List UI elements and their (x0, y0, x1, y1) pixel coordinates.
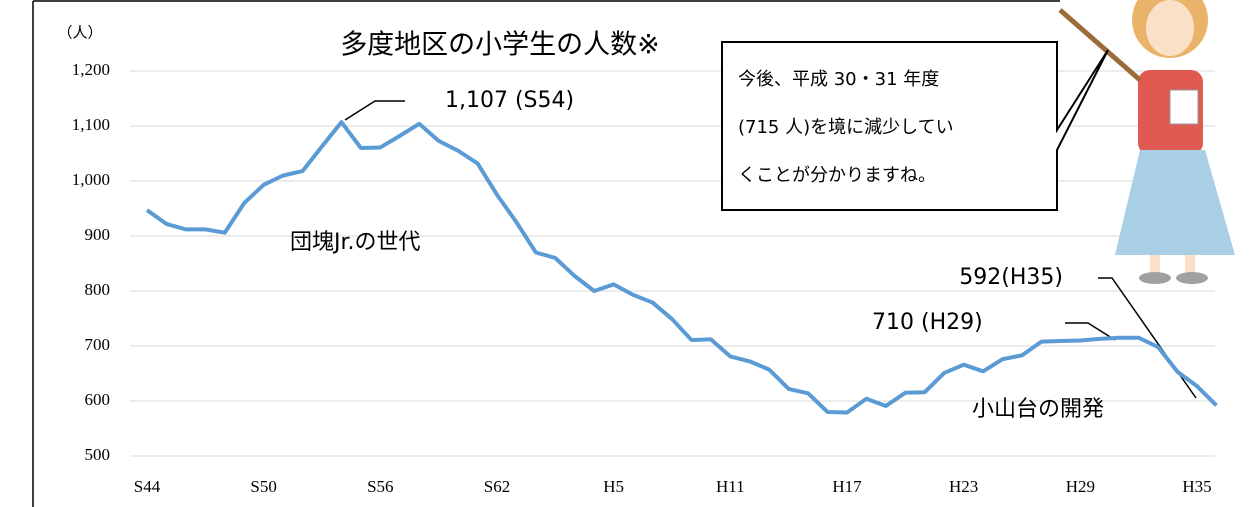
y-tick-label: 800 (85, 280, 111, 299)
y-tick-label: 1,000 (72, 170, 110, 189)
annotation: 592(H35) (959, 265, 1063, 290)
bubble-text: くことが分かりますね。 (738, 165, 936, 186)
x-tick-label: H5 (603, 477, 624, 496)
x-tick-label: S44 (134, 477, 161, 496)
x-tick-label: S62 (484, 477, 510, 496)
y-tick-label: 1,200 (72, 60, 110, 79)
annotation: 1,107 (S54) (445, 88, 574, 113)
chart-title: 多度地区の小学生の人数※ (340, 30, 660, 61)
x-tick-label: S50 (250, 477, 276, 496)
annotation: 小山台の開発 (972, 397, 1104, 422)
y-tick-label: 700 (85, 335, 111, 354)
teacher-illustration (1060, 0, 1235, 284)
bubble-text: 今後、平成 30・31 年度 (738, 69, 939, 90)
x-tick-label: H35 (1182, 477, 1211, 496)
y-tick-label: 900 (85, 225, 111, 244)
leader-line (345, 101, 405, 120)
annotation: 団塊Jr.の世代 (290, 230, 421, 255)
y-tick-label: 600 (85, 390, 111, 409)
y-unit: （人） (57, 24, 102, 42)
x-tick-label: H23 (949, 477, 978, 496)
chart: （人） 多度地区の小学生の人数※ 1,107 (S54) 団塊Jr.の世代 59… (0, 0, 1258, 507)
x-tick-label: S56 (367, 477, 393, 496)
x-tick-label: H29 (1066, 477, 1095, 496)
bubble-text: (715 人)を境に減少してい (738, 117, 954, 138)
annotation: 710 (H29) (872, 310, 983, 335)
page: {"chart_data": {"type": "line", "title":… (0, 0, 1258, 507)
x-tick-label: H11 (716, 477, 745, 496)
y-tick-label: 1,100 (72, 115, 110, 134)
y-tick-label: 500 (85, 445, 111, 464)
x-tick-label: H17 (832, 477, 862, 496)
